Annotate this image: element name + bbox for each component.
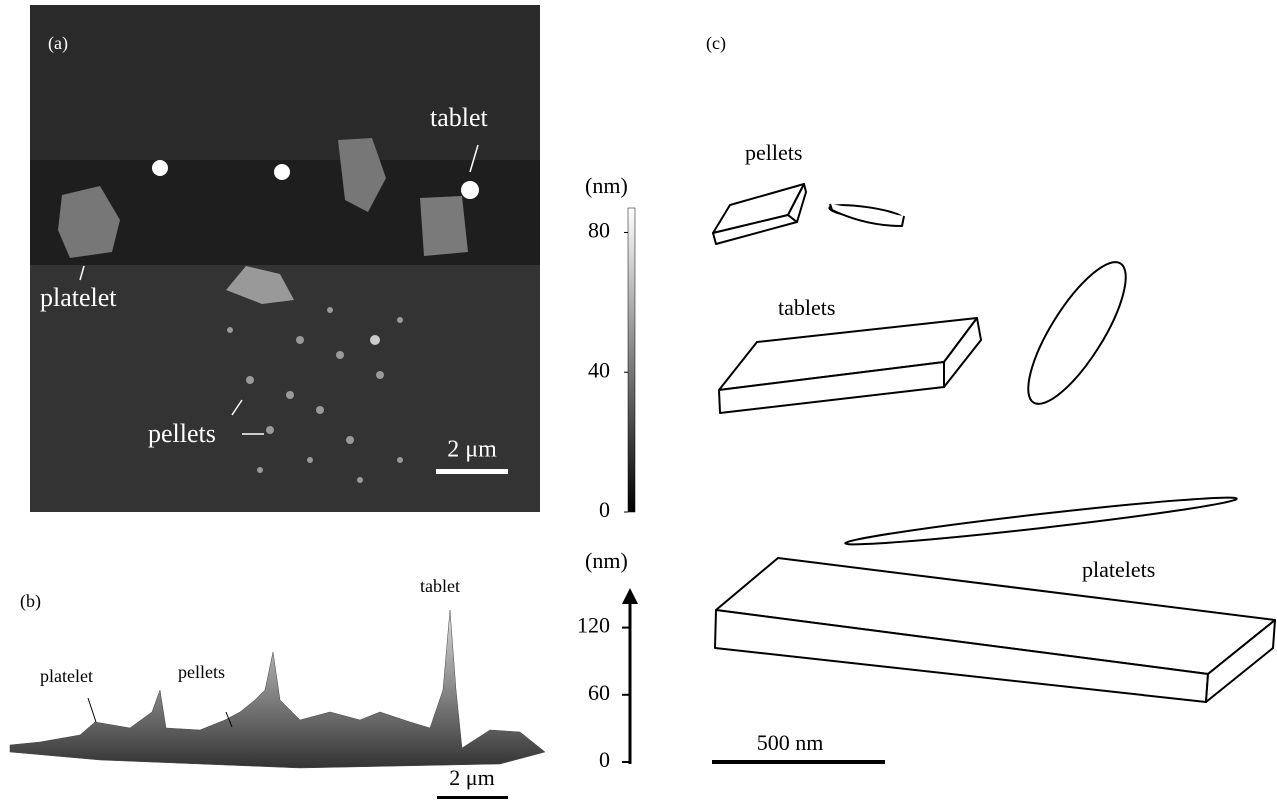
annotation: tablet xyxy=(420,576,460,596)
annotation: pellets xyxy=(178,662,225,682)
shapes xyxy=(712,183,1276,764)
tick-label: 120 xyxy=(577,613,610,638)
scale-bar-label: 2 μm xyxy=(449,765,494,790)
tick-label: 40 xyxy=(588,357,610,382)
tick-label: 80 xyxy=(588,218,610,243)
afm-image xyxy=(30,5,540,512)
panel-label: (c) xyxy=(706,33,726,54)
tick-label: 0 xyxy=(599,497,610,522)
panel-label: (b) xyxy=(20,591,41,612)
annotation: platelet xyxy=(40,283,117,312)
annotation: tablet xyxy=(430,103,489,132)
annotation: tablets xyxy=(778,295,835,320)
height-arrow xyxy=(622,588,638,764)
annotation: platelet xyxy=(40,666,93,686)
axis-unit: (nm) xyxy=(585,173,628,198)
panel-label: (a) xyxy=(48,33,68,54)
scale-bar-label: 2 μm xyxy=(447,437,497,463)
color-gradient xyxy=(627,207,636,513)
annotation: pellets xyxy=(745,140,802,165)
axis-unit: (nm) xyxy=(585,548,628,573)
annotation: platelets xyxy=(1082,557,1155,582)
scale-bar-label: 500 nm xyxy=(757,730,824,755)
annotation: pellets xyxy=(148,419,216,448)
tick-label: 60 xyxy=(588,680,610,705)
height-profile xyxy=(9,609,546,799)
tick-label: 0 xyxy=(599,747,610,772)
